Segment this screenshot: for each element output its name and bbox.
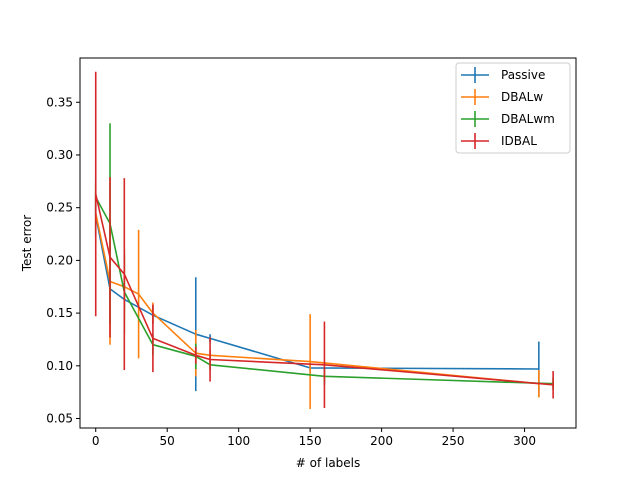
- series-line: [94, 193, 554, 386]
- x-tick-label: 0: [92, 434, 100, 448]
- legend-label: Passive: [501, 68, 545, 82]
- x-tick-label: 50: [160, 434, 175, 448]
- x-tick-label: 150: [299, 434, 322, 448]
- legend-label: DBALw: [501, 90, 543, 104]
- x-tick-label: 250: [442, 434, 465, 448]
- series-layer: [94, 71, 554, 410]
- series-line: [94, 212, 554, 385]
- series-line: [94, 196, 554, 385]
- y-tick-label: 0.15: [46, 306, 73, 320]
- y-tick-label: 0.35: [46, 95, 73, 109]
- legend-box: [455, 62, 571, 154]
- plot-frame: [79, 57, 577, 429]
- y-tick-label: 0.20: [46, 253, 73, 267]
- legend-label: DBALwm: [501, 112, 555, 126]
- x-tick-label: 200: [370, 434, 393, 448]
- y-axis-label: Test error: [20, 215, 34, 273]
- x-tick-label: 100: [227, 434, 250, 448]
- x-axis-label: # of labels: [296, 456, 361, 470]
- legend: Passive DBALw DBALwm IDBAL: [455, 62, 571, 154]
- y-tick-label: 0.25: [46, 201, 73, 215]
- y-axis-ticks: 0.05 0.10 0.15 0.20 0.25 0.30 0.35: [46, 95, 80, 426]
- y-tick-label: 0.05: [46, 412, 73, 426]
- y-tick-label: 0.30: [46, 148, 73, 162]
- y-tick-label: 0.10: [46, 359, 73, 373]
- x-tick-label: 300: [513, 434, 536, 448]
- x-axis-ticks: 0 50 100 150 200 250 300: [92, 428, 536, 448]
- series-idbal: [94, 71, 554, 408]
- legend-label: IDBAL: [501, 134, 537, 148]
